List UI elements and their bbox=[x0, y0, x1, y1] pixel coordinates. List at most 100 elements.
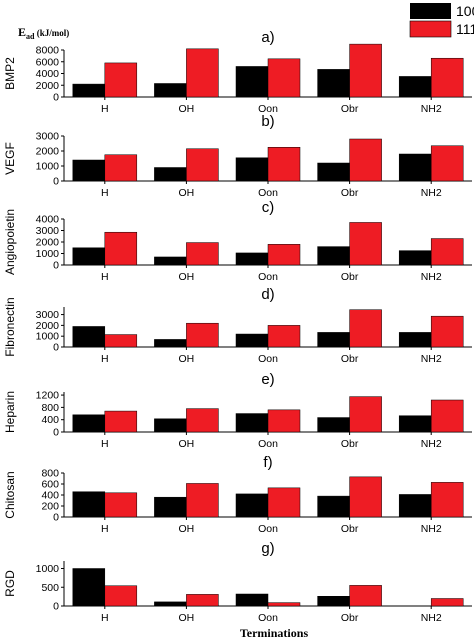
x-tick-label: Obr bbox=[341, 612, 359, 624]
bar-100-Oon bbox=[235, 157, 269, 182]
legend-swatch-111 bbox=[409, 20, 452, 38]
y-axis-title: Angiopoietin bbox=[3, 209, 17, 275]
x-tick-label: Oon bbox=[258, 523, 278, 535]
bar-111-Obr bbox=[349, 222, 382, 266]
bar-100-H bbox=[72, 247, 106, 266]
panel-7: g) 0 500 1000 RGD H OH Oon Obr NH2 bbox=[3, 540, 472, 624]
bar-111-OH bbox=[186, 408, 219, 433]
bar-100-Oon bbox=[235, 66, 269, 98]
bar-100-NH2 bbox=[398, 415, 432, 433]
bar-111-Obr bbox=[349, 309, 382, 348]
x-tick-label: Oon bbox=[258, 438, 278, 450]
bar-100-Oon bbox=[235, 333, 269, 348]
y-tick-label: 1200 bbox=[36, 390, 60, 402]
bar-100-H bbox=[72, 83, 106, 98]
panel-label: e) bbox=[261, 371, 274, 388]
bar-111-NH2 bbox=[430, 315, 464, 348]
bar-100-Oon bbox=[235, 413, 269, 433]
bar-100-Obr bbox=[317, 495, 350, 518]
bar-111-H bbox=[104, 492, 138, 518]
y-tick-label: 0 bbox=[53, 427, 59, 439]
bar-111-Oon bbox=[267, 147, 301, 182]
y-tick-label: 2000 bbox=[36, 237, 60, 249]
y-unit-main: E bbox=[18, 25, 26, 39]
y-axis-title: Heparin bbox=[3, 391, 17, 433]
y-tick-label: 0 bbox=[53, 342, 59, 354]
x-tick-label: H bbox=[101, 271, 109, 283]
panel-label: d) bbox=[261, 286, 274, 303]
bar-100-H bbox=[72, 491, 106, 518]
panel-label: c) bbox=[262, 199, 275, 216]
bar-111-Oon bbox=[267, 602, 301, 607]
y-axis-title: RGD bbox=[3, 570, 17, 597]
bar-100-OH bbox=[154, 339, 187, 348]
y-tick-label: 800 bbox=[41, 402, 59, 414]
y-tick-label: 4000 bbox=[36, 214, 60, 226]
bar-111-NH2 bbox=[430, 57, 464, 98]
x-tick-label: OH bbox=[179, 187, 195, 199]
x-tick-label: H bbox=[101, 187, 109, 199]
x-tick-label: Obr bbox=[341, 271, 359, 283]
x-tick-label: H bbox=[101, 523, 109, 535]
bar-111-OH bbox=[186, 242, 219, 266]
y-tick-label: 3000 bbox=[36, 131, 60, 143]
bar-111-Oon bbox=[267, 244, 301, 266]
x-axis-title: Terminations bbox=[240, 626, 309, 640]
bar-111-Obr bbox=[349, 138, 382, 182]
bar-100-OH bbox=[154, 167, 187, 182]
bar-100-NH2 bbox=[398, 332, 432, 348]
y-tick-label: 200 bbox=[41, 501, 59, 513]
y-tick-label: 1000 bbox=[36, 563, 60, 575]
bar-100-OH bbox=[154, 256, 187, 266]
panel-label: b) bbox=[261, 113, 274, 130]
y-tick-label: 0 bbox=[53, 92, 59, 104]
x-tick-label: OH bbox=[179, 271, 195, 283]
x-tick-label: Oon bbox=[258, 187, 278, 199]
x-tick-label: NH2 bbox=[421, 523, 442, 535]
bar-111-NH2 bbox=[430, 598, 464, 607]
y-tick-label: 800 bbox=[41, 468, 59, 480]
panel-2: b) 0 1000 2000 3000 VEGF H OH Oon Obr NH2 bbox=[3, 113, 472, 199]
y-tick-label: 8000 bbox=[36, 45, 60, 57]
bar-111-NH2 bbox=[430, 238, 464, 266]
x-tick-label: Obr bbox=[341, 187, 359, 199]
y-tick-label: 1000 bbox=[36, 161, 60, 173]
x-tick-label: NH2 bbox=[421, 271, 442, 283]
bar-111-H bbox=[104, 231, 138, 266]
panel-label: g) bbox=[261, 540, 274, 557]
bar-100-Obr bbox=[317, 596, 350, 607]
legend-swatch-100 bbox=[410, 3, 451, 19]
y-tick-label: 0 bbox=[53, 601, 59, 613]
x-tick-label: NH2 bbox=[421, 187, 442, 199]
bar-100-Obr bbox=[317, 162, 350, 182]
bar-100-NH2 bbox=[398, 494, 432, 518]
bar-111-NH2 bbox=[430, 145, 464, 182]
bar-111-NH2 bbox=[430, 482, 464, 518]
bar-111-H bbox=[104, 334, 138, 348]
x-tick-label: OH bbox=[179, 523, 195, 535]
y-tick-label: 0 bbox=[53, 512, 59, 524]
bar-100-H bbox=[72, 159, 106, 182]
y-tick-label: 2000 bbox=[36, 320, 60, 332]
y-tick-label: 2000 bbox=[36, 80, 60, 92]
y-unit-rest: (kJ/mol) bbox=[34, 28, 69, 38]
bar-111-H bbox=[104, 62, 138, 98]
bar-111-Oon bbox=[267, 409, 301, 433]
bar-100-Oon bbox=[235, 493, 269, 518]
y-tick-label: 0 bbox=[53, 260, 59, 272]
y-tick-label: 400 bbox=[41, 490, 59, 502]
y-axis-title: Fibronectin bbox=[3, 297, 17, 356]
bar-100-NH2 bbox=[398, 76, 432, 98]
x-tick-label: Oon bbox=[258, 103, 278, 115]
y-tick-label: 1000 bbox=[36, 248, 60, 260]
y-tick-label: 2000 bbox=[36, 146, 60, 158]
bar-100-Obr bbox=[317, 246, 350, 266]
y-tick-label: 600 bbox=[41, 479, 59, 491]
y-tick-label: 0 bbox=[53, 176, 59, 188]
legend-label-100: 100 bbox=[456, 3, 474, 19]
x-tick-label: OH bbox=[179, 612, 195, 624]
bar-100-H bbox=[72, 414, 106, 433]
x-tick-label: NH2 bbox=[421, 612, 442, 624]
x-tick-label: NH2 bbox=[421, 103, 442, 115]
